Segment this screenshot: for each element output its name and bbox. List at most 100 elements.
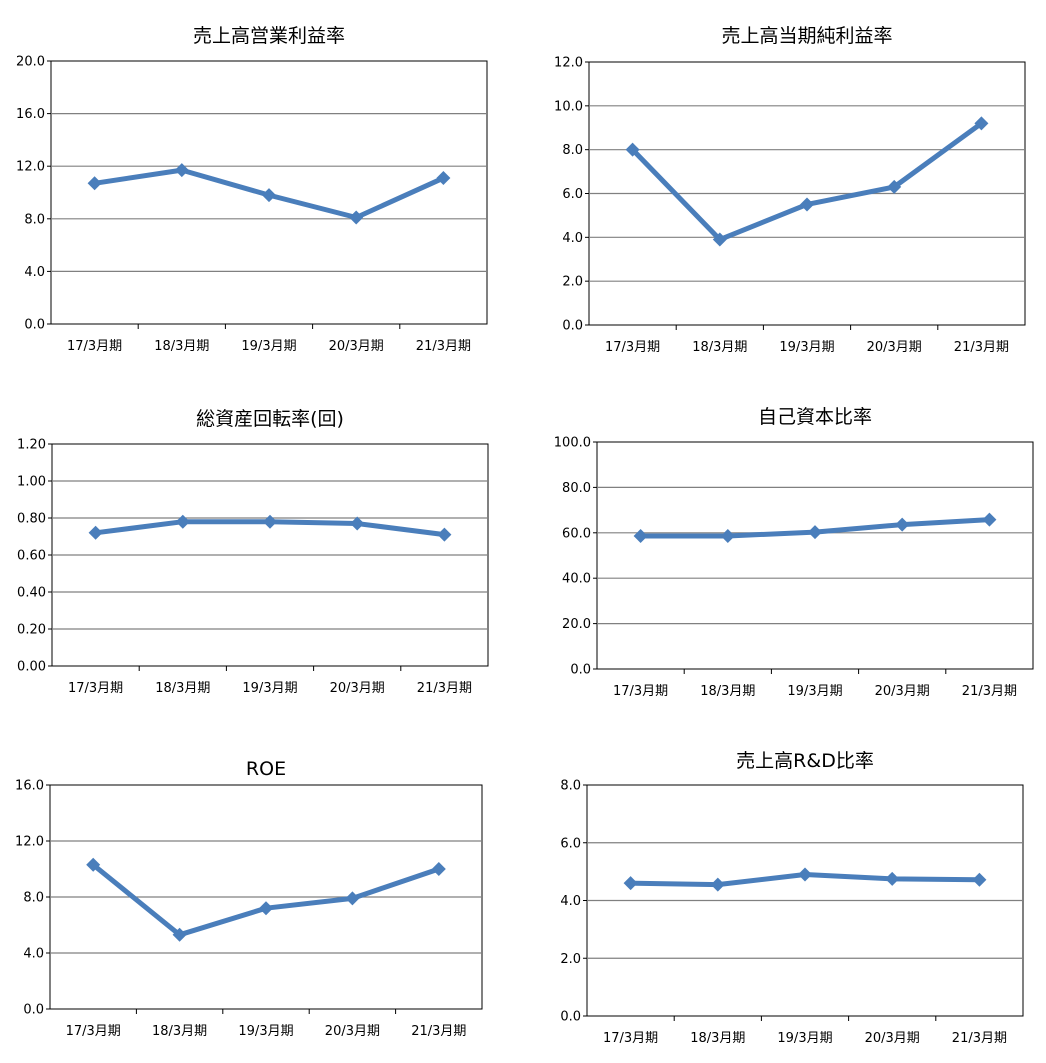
y-tick-label: 0.40 — [17, 586, 46, 601]
data-point — [712, 232, 727, 247]
y-tick-label: 1.20 — [17, 438, 46, 453]
y-tick-label: 0.00 — [17, 660, 46, 675]
data-point — [174, 163, 189, 178]
data-point — [431, 862, 446, 876]
x-tick-label: 20/3月期 — [329, 339, 384, 354]
data-point — [800, 197, 814, 212]
chart-title: 総資産回転率(回) — [196, 408, 344, 430]
data-point — [350, 516, 365, 531]
chart-title: 売上高R&D比率 — [736, 750, 874, 772]
chart-2: 0.0 2.0 4.0 6.0 8.0 10.0 12.0 17/3月期 18/3月期 19/3月… — [554, 25, 1026, 355]
data-point — [885, 871, 900, 886]
data-point — [982, 512, 997, 527]
data-point — [974, 116, 989, 131]
x-tick-label: 17/3月期 — [605, 340, 660, 355]
data-point — [710, 877, 725, 892]
y-tick-label: 20.0 — [562, 617, 591, 632]
y-tick-label: 20.0 — [16, 55, 45, 70]
chart-4: 0.0 20.0 40.0 60.0 80.0 100.0 17/3月期 18/3月期 19/3… — [554, 406, 1034, 699]
y-tick-label: 2.0 — [560, 952, 581, 967]
y-tick-label: 0.0 — [23, 1003, 44, 1018]
y-tick-label: 4.0 — [560, 894, 581, 909]
y-tick-label: 100.0 — [554, 436, 591, 451]
chart-1: 0.0 4.0 8.0 12.0 16.0 20.0 17/3月期 18/3月期 19/3月期 2… — [16, 25, 488, 354]
x-tick-label: 17/3月期 — [613, 684, 668, 699]
y-tick-label: 4.0 — [23, 947, 44, 962]
data-point — [437, 527, 452, 542]
chart-title: 自己資本比率 — [758, 406, 872, 428]
y-tick-label: 0.0 — [562, 319, 583, 334]
data-point — [263, 514, 277, 529]
y-tick-label: 0.80 — [17, 512, 46, 527]
chart-3: 0.00 0.20 0.40 0.60 0.80 1.00 1.20 17/3月期 18/3月期… — [17, 408, 489, 696]
x-tick-label: 19/3月期 — [787, 684, 842, 699]
y-tick-label: 0.20 — [17, 623, 46, 638]
x-tick-label: 20/3月期 — [865, 1031, 920, 1046]
y-tick-label: 6.0 — [562, 187, 583, 202]
data-point — [262, 188, 276, 203]
chart-6: 0.0 2.0 4.0 6.0 8.0 17/3月期 18/3月期 19/3月期 20/3月期 2… — [560, 750, 1024, 1046]
data-point — [972, 872, 987, 887]
x-tick-label: 18/3月期 — [152, 1024, 207, 1039]
x-tick-label: 17/3月期 — [66, 1024, 121, 1039]
x-tick-label: 21/3月期 — [416, 339, 471, 354]
chart-title: 売上高当期純利益率 — [721, 25, 892, 47]
y-tick-label: 16.0 — [16, 107, 45, 122]
y-tick-label: 40.0 — [562, 572, 591, 587]
x-tick-label: 21/3月期 — [417, 681, 472, 696]
x-tick-label: 20/3月期 — [867, 340, 922, 355]
x-tick-label: 17/3月期 — [67, 339, 122, 354]
plot-area — [596, 441, 1034, 670]
data-point — [625, 142, 640, 157]
data-point — [345, 891, 360, 906]
y-tick-label: 4.0 — [24, 265, 45, 280]
y-tick-label: 0.0 — [24, 318, 45, 333]
data-point — [798, 867, 812, 882]
x-tick-label: 21/3月期 — [962, 684, 1017, 699]
x-tick-label: 18/3月期 — [155, 681, 210, 696]
data-point — [623, 876, 638, 891]
y-tick-label: 16.0 — [15, 779, 44, 794]
x-tick-label: 19/3月期 — [242, 681, 297, 696]
y-tick-label: 1.00 — [17, 475, 46, 490]
chart-title: ROE — [246, 758, 286, 780]
x-tick-label: 18/3月期 — [700, 684, 755, 699]
x-tick-label: 20/3月期 — [330, 681, 385, 696]
x-tick-label: 19/3月期 — [777, 1031, 832, 1046]
data-point — [720, 528, 735, 543]
y-tick-label: 0.0 — [570, 663, 591, 678]
y-tick-label: 10.0 — [554, 99, 583, 114]
y-tick-label: 2.0 — [562, 275, 583, 290]
x-tick-label: 19/3月期 — [238, 1024, 293, 1039]
data-point — [259, 901, 273, 916]
y-tick-label: 60.0 — [562, 526, 591, 541]
data-point — [436, 171, 451, 186]
chart-title: 売上高営業利益率 — [193, 25, 345, 47]
y-tick-label: 80.0 — [562, 481, 591, 496]
x-tick-label: 21/3月期 — [411, 1024, 466, 1039]
y-tick-label: 12.0 — [554, 56, 583, 71]
x-tick-label: 17/3月期 — [68, 681, 123, 696]
y-tick-label: 12.0 — [15, 835, 44, 850]
y-tick-label: 0.60 — [17, 549, 46, 564]
y-tick-label: 8.0 — [23, 891, 44, 906]
x-tick-label: 20/3月期 — [875, 684, 930, 699]
y-tick-label: 8.0 — [562, 143, 583, 158]
data-point — [88, 525, 103, 540]
y-tick-label: 8.0 — [24, 212, 45, 227]
data-point — [87, 176, 102, 191]
y-tick-label: 12.0 — [16, 160, 45, 175]
x-tick-label: 21/3月期 — [952, 1031, 1007, 1046]
x-tick-label: 18/3月期 — [692, 340, 747, 355]
data-point — [86, 857, 101, 872]
data-point — [895, 517, 910, 532]
data-point — [349, 210, 364, 225]
x-tick-label: 21/3月期 — [954, 340, 1009, 355]
x-tick-label: 20/3月期 — [325, 1024, 380, 1039]
data-point — [808, 525, 822, 540]
chart-5: 0.0 4.0 8.0 12.0 16.0 17/3月期 18/3月期 19/3月期 20/3月… — [15, 758, 483, 1039]
x-tick-label: 18/3月期 — [154, 339, 209, 354]
x-tick-label: 19/3月期 — [779, 340, 834, 355]
data-point — [175, 514, 190, 529]
